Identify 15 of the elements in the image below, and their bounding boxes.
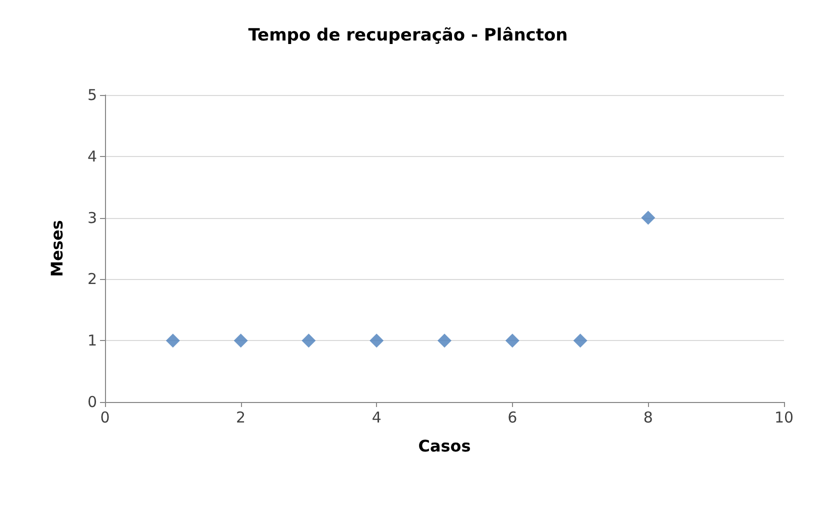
y-axis-title: Meses [48, 220, 66, 277]
x-tick-label: 2 [236, 408, 246, 426]
y-tick-label: 3 [87, 208, 97, 227]
y-tick-label: 1 [87, 332, 97, 350]
x-tick-label: 4 [372, 408, 382, 426]
x-tick-label: 0 [100, 408, 110, 426]
chart-title: Tempo de recuperação - Plâncton [248, 26, 568, 46]
x-axis-title: Casos [418, 436, 471, 456]
y-tick-label: 5 [87, 86, 97, 104]
x-tick-label: 6 [508, 408, 518, 426]
y-tick-label: 2 [87, 270, 97, 288]
x-tick-label: 8 [643, 408, 653, 426]
x-tick-label: 10 [774, 408, 794, 426]
y-tick-label: 0 [87, 393, 97, 411]
y-tick-label: 4 [87, 147, 97, 166]
